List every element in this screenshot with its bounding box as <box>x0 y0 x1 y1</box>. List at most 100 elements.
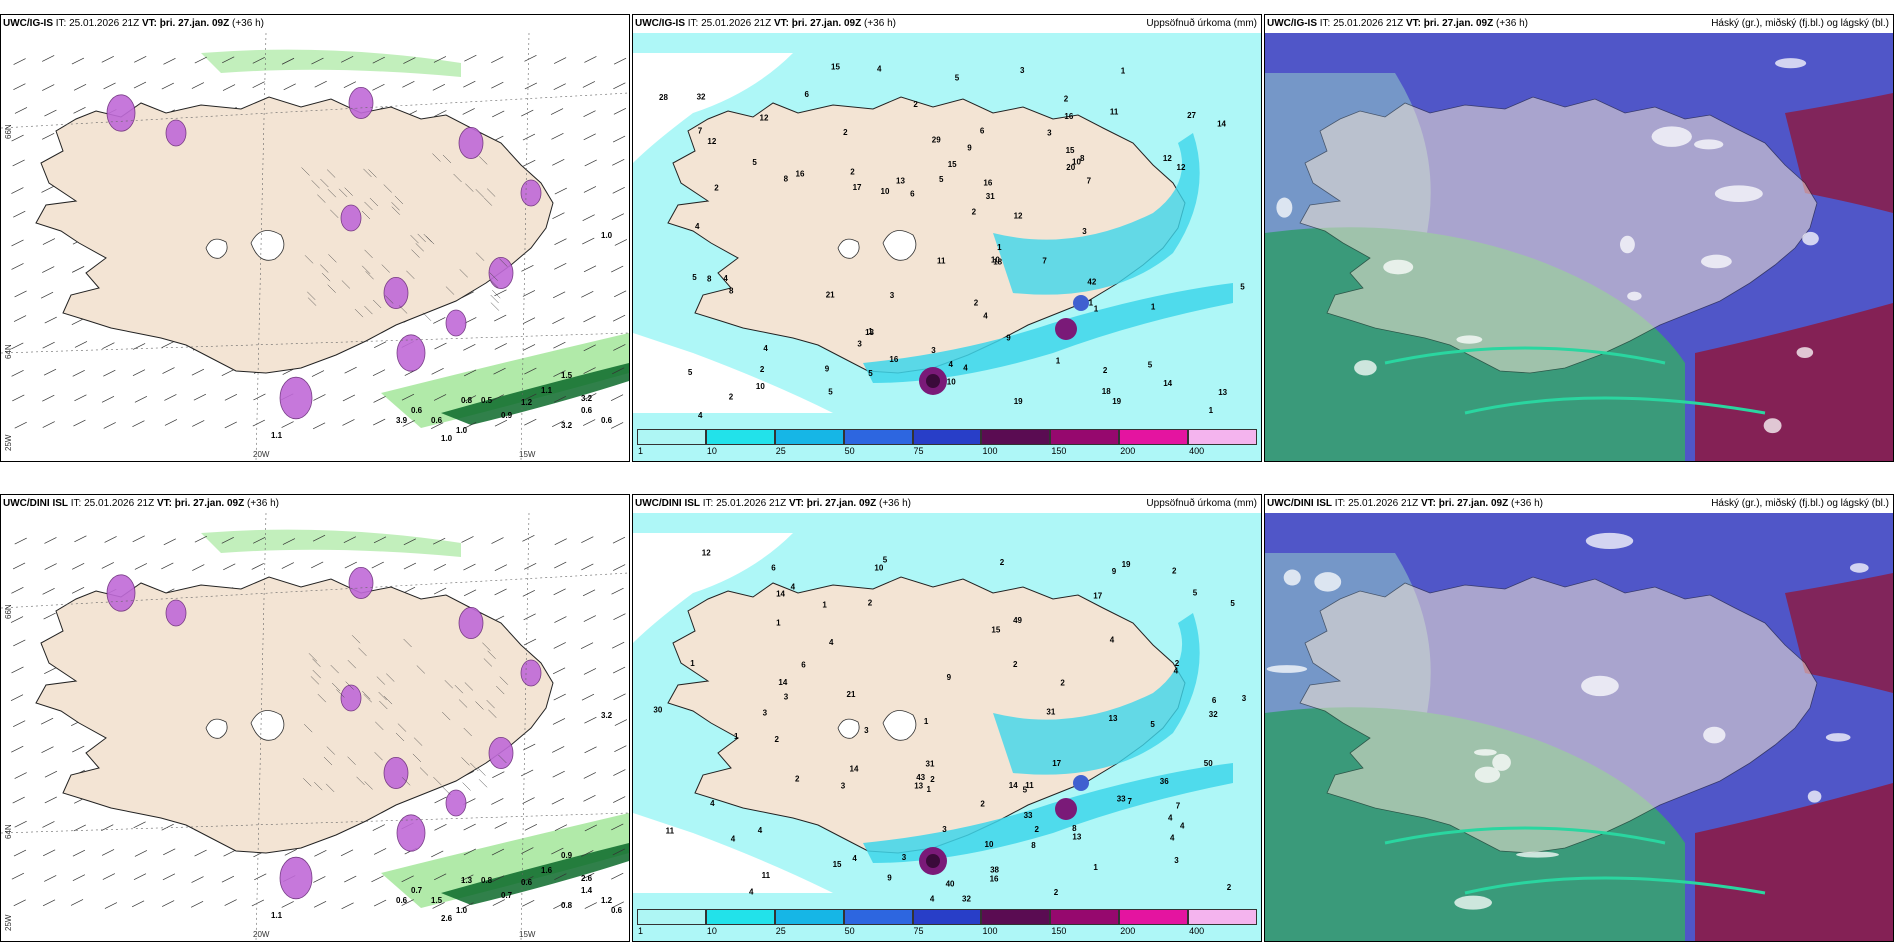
wind-barb <box>554 873 567 880</box>
hatch-mark <box>498 754 507 764</box>
hatch-mark <box>477 767 486 776</box>
wind-barb <box>491 798 504 805</box>
precip-value: 4 <box>1174 667 1179 676</box>
legend-swatch <box>981 429 1051 445</box>
wind-barb <box>431 368 444 375</box>
wind-barb <box>164 394 177 401</box>
wind-barb <box>343 81 357 89</box>
precip-value: 30 <box>653 706 662 715</box>
wind-barb <box>433 587 447 595</box>
precip-legend: 1 10 25 50 75 100 150 200 400 <box>637 909 1257 937</box>
wind-barb <box>523 638 537 646</box>
hatch-mark <box>307 291 316 300</box>
dry-area <box>633 333 833 413</box>
wind-barb <box>614 239 628 246</box>
cloud-gap <box>1849 563 1869 573</box>
wind-barb <box>71 266 85 273</box>
precip-value: 4 <box>791 582 796 591</box>
wind-barb <box>551 420 565 427</box>
precip-blob <box>445 789 467 817</box>
wind-barb <box>193 393 207 401</box>
wind-barb <box>373 536 387 544</box>
wind-barb <box>521 847 534 854</box>
wind-barb <box>134 563 148 570</box>
precip-value: 2 <box>843 128 848 137</box>
hatch-mark <box>401 777 411 786</box>
wind-barb <box>103 82 116 90</box>
wind-barb <box>103 369 116 377</box>
precip-value: 17 <box>1052 759 1061 768</box>
cloud-gap <box>1516 851 1559 858</box>
cloud-gap <box>1763 418 1782 434</box>
wind-barb <box>583 615 596 622</box>
hatch-mark <box>369 197 379 207</box>
hatch-mark <box>364 305 373 315</box>
precip-blob <box>488 736 514 769</box>
wind-barb <box>374 341 387 348</box>
cloud-gap <box>1825 733 1851 742</box>
precip-value: 36 <box>1160 777 1169 786</box>
precip-value: 11 <box>1025 781 1034 790</box>
wind-barb <box>521 264 534 272</box>
wind-barb <box>522 344 536 351</box>
legend-swatch <box>1050 429 1120 445</box>
wind-barb <box>403 562 417 570</box>
wind-barb <box>582 237 595 245</box>
precip-blob <box>279 856 313 900</box>
precip-value: 5 <box>955 74 960 83</box>
precip-value: 6 <box>1212 696 1217 705</box>
hatch-mark <box>470 762 479 772</box>
precip-value: 1 <box>1089 298 1094 307</box>
wind-barb <box>432 902 445 909</box>
wind-barb <box>42 821 55 828</box>
wind-barb <box>492 875 505 882</box>
wind-barb <box>551 132 564 140</box>
wind-barb <box>190 901 204 908</box>
wave-height-label: 3.2 <box>581 394 593 403</box>
wind-barb <box>583 315 596 323</box>
legend-swatch <box>705 909 775 925</box>
hatch-mark <box>488 709 497 718</box>
wind-barb <box>72 874 86 881</box>
precip-value: 31 <box>986 192 995 201</box>
wind-barb <box>163 538 176 546</box>
legend-swatch <box>1119 429 1189 445</box>
wind-barb <box>14 537 27 545</box>
precip-value: 13 <box>1109 714 1118 723</box>
precip-band <box>993 133 1200 295</box>
wind-barb <box>461 902 474 910</box>
precip-value: 31 <box>926 760 935 769</box>
precip-value: 1 <box>1209 406 1214 415</box>
wind-barb <box>310 561 324 569</box>
wave-height-label: 1.2 <box>601 896 613 905</box>
wind-barb <box>612 536 626 544</box>
lon-label: 15W <box>519 450 536 459</box>
wind-barb <box>522 290 536 297</box>
wind-barb <box>254 873 267 881</box>
wave-height-label: 0.6 <box>611 906 623 915</box>
wind-barb <box>493 367 506 375</box>
wind-barb <box>191 368 205 376</box>
wind-barb <box>552 317 565 324</box>
wave-height-label: 1.0 <box>441 434 453 443</box>
precip-value: 14 <box>1009 781 1018 790</box>
wave-height-label: 0.6 <box>411 406 423 415</box>
wave-height-label: 1.5 <box>431 896 443 905</box>
precip-value: 27 <box>1187 111 1196 120</box>
hatch-mark <box>374 752 383 761</box>
wave-height-label: 1.1 <box>271 431 283 440</box>
hatch-mark <box>423 233 432 243</box>
legend-label: 400 <box>1189 446 1205 456</box>
precip-value: 6 <box>980 127 985 136</box>
hatch-mark <box>314 781 323 791</box>
wind-barb <box>313 901 327 908</box>
wind-barb <box>494 314 507 322</box>
precip-value: 8 <box>707 275 712 284</box>
hatch-mark <box>365 271 374 280</box>
wind-barb <box>14 290 27 298</box>
precip-value: 5 <box>1023 786 1028 795</box>
wind-barb <box>11 586 24 594</box>
wave-height-label: 0.8 <box>461 396 473 405</box>
hatch-mark <box>486 699 495 709</box>
wind-barb <box>611 265 624 273</box>
